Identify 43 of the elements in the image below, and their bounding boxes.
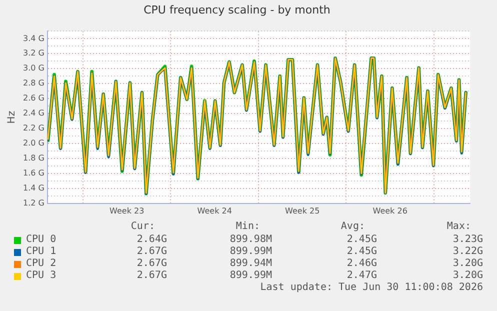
y-tick-label: 2.0 G	[22, 138, 44, 148]
text: 2.64G	[136, 234, 167, 245]
y-tick-label: 2.6 G	[22, 94, 44, 103]
y-tick-label: 3.4 G	[22, 34, 44, 43]
text: 3.20G	[452, 258, 483, 269]
text: 899.99M	[230, 246, 272, 257]
legend-label: CPU 1	[26, 246, 56, 257]
y-tick-label: 2.8 G	[22, 78, 44, 88]
text: 2.45G	[346, 246, 377, 257]
text: 3.22G	[452, 246, 483, 257]
y-tick-label: 1.8 G	[22, 154, 44, 163]
y-tick-label: 1.4 G	[22, 184, 44, 193]
text: 2.67G	[136, 270, 167, 281]
x-tick-label: Week 24	[197, 206, 232, 216]
y-tick-label: 3.2 G	[22, 48, 44, 58]
x-tick-label: Week 23	[110, 206, 144, 216]
text: 899.98M	[230, 234, 272, 245]
text: Last update: Tue Jun 30 11:00:08 2026	[260, 282, 483, 293]
text: 899.99M	[230, 270, 272, 281]
legend-label: CPU 0	[26, 234, 56, 245]
text: 2.67G	[136, 258, 167, 269]
legend-label: CPU 3	[26, 270, 56, 281]
y-tick-label: 3.0 G	[22, 64, 44, 73]
legend-label: CPU 2	[26, 258, 56, 269]
y-tick-label: 2.2 G	[22, 124, 44, 133]
y-axis-title: Hz	[6, 110, 18, 124]
text: 2.45G	[346, 234, 377, 245]
text: 3.23G	[452, 234, 483, 245]
y-tick-label: 2.4 G	[22, 108, 44, 118]
y-tick-label: 1.2 G	[22, 198, 44, 208]
text: Min:	[236, 221, 260, 232]
y-tick-label: 1.6 G	[22, 168, 44, 178]
x-tick-label: Week 26	[372, 206, 408, 216]
x-tick-label: Week 25	[285, 206, 320, 216]
text: 3.20G	[452, 270, 483, 281]
text: Max:	[446, 221, 471, 232]
text: 899.94M	[230, 258, 272, 269]
text: 2.46G	[346, 258, 377, 269]
text: Avg:	[340, 221, 365, 232]
text: Cur:	[130, 221, 155, 232]
text: 2.67G	[136, 246, 167, 257]
text: 2.47G	[346, 270, 377, 281]
chart-title: CPU frequency scaling - by month	[144, 3, 330, 16]
